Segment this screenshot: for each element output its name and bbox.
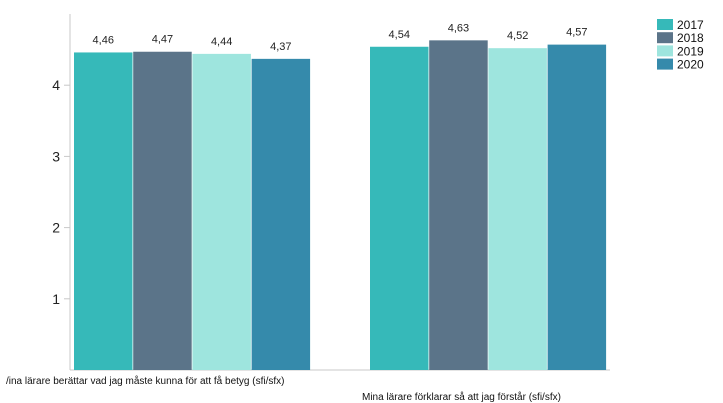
data-label: 4,63 [448, 22, 469, 34]
bar-2018-cat2 [429, 40, 488, 371]
legend-label: 2017 [677, 18, 704, 32]
data-label: 4,57 [566, 27, 587, 39]
legend-label: 2019 [677, 44, 704, 58]
legend-swatch [657, 58, 673, 70]
bar-2019-cat2 [488, 48, 547, 371]
y-tick-label: 3 [52, 148, 60, 164]
bar-2020-cat2 [547, 44, 607, 371]
data-labels: 4,46 4,54 4,47 4,63 4,44 4,52 4,37 4,57 [93, 22, 588, 53]
category-labels: /ina lärare berättar vad jag måste kunna… [6, 375, 561, 403]
y-tick-label: 2 [52, 220, 60, 236]
y-tick-label: 1 [52, 291, 60, 307]
data-label: 4,37 [270, 41, 291, 53]
bar-2019-cat1 [192, 53, 251, 370]
data-label: 4,52 [507, 30, 528, 42]
bar-series [74, 40, 607, 371]
legend-swatch [657, 45, 673, 57]
bar-2017-cat2 [370, 46, 429, 370]
data-label: 4,46 [93, 34, 114, 46]
bar-2020-cat1 [251, 58, 311, 371]
data-label: 4,47 [152, 34, 173, 46]
legend-swatch [657, 32, 673, 44]
category-label: Mina lärare förklarar så att jag förstår… [362, 391, 561, 403]
category-label: /ina lärare berättar vad jag måste kunna… [6, 375, 284, 387]
bar-2018-cat1 [133, 51, 192, 371]
y-axis: 1 2 3 4 [52, 77, 70, 307]
data-label: 4,44 [211, 36, 232, 48]
legend-label: 2020 [677, 58, 704, 72]
data-label: 4,54 [389, 29, 410, 41]
bar-2017-cat1 [74, 52, 133, 370]
legend-label: 2018 [677, 31, 704, 45]
legend-swatch [657, 19, 673, 30]
y-tick-label: 4 [52, 77, 60, 93]
